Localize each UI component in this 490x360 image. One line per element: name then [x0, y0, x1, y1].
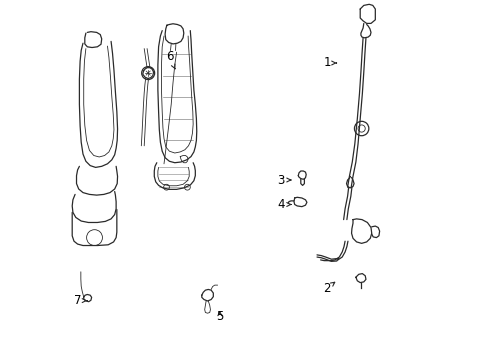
Text: 5: 5 [216, 310, 223, 323]
Text: 6: 6 [166, 50, 175, 69]
Text: 4: 4 [277, 198, 291, 211]
Text: 7: 7 [74, 294, 87, 307]
Text: 2: 2 [323, 282, 335, 294]
Text: 1: 1 [323, 57, 337, 69]
Text: 3: 3 [277, 174, 291, 186]
